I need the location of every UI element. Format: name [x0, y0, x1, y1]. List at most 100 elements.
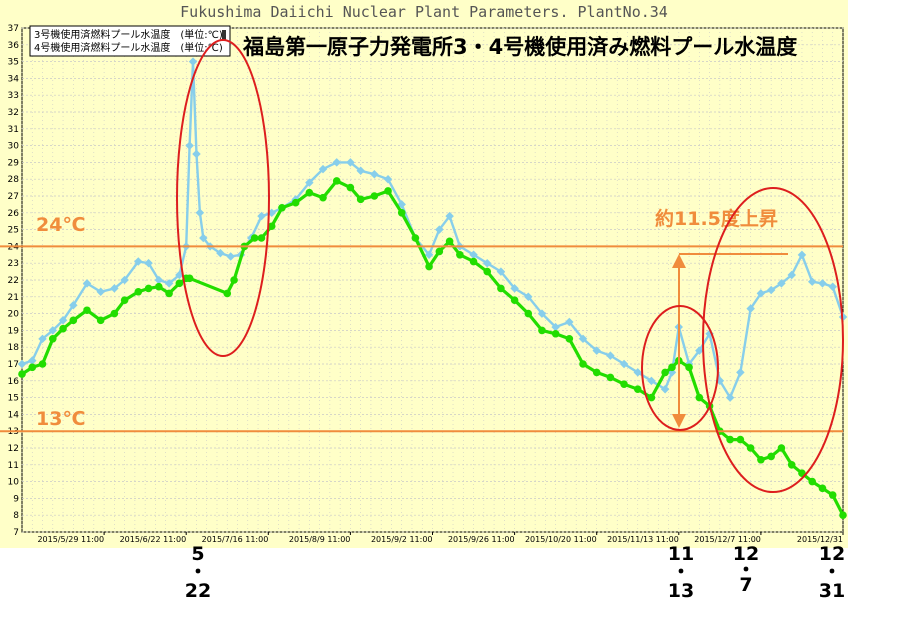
- data-point: [736, 435, 745, 444]
- data-point: [291, 198, 300, 207]
- headline: 福島第一原子力発電所3・4号機使用済み燃料プール水温度: [242, 35, 797, 59]
- data-point: [120, 296, 129, 304]
- x-tick-label: 2015/9/26 11:00: [448, 535, 515, 544]
- data-point: [18, 370, 26, 378]
- data-point: [695, 346, 704, 355]
- data-point: [592, 346, 601, 355]
- series-unit3: [17, 57, 848, 402]
- y-tick-label: 23: [8, 259, 19, 269]
- y-tick-label: 29: [8, 158, 20, 168]
- x-tick-label: 2015/7/16 11:00: [202, 535, 269, 544]
- y-tick-label: 35: [8, 58, 19, 68]
- data-point: [483, 267, 492, 276]
- y-tick-label: 17: [8, 360, 19, 370]
- data-point: [661, 368, 669, 377]
- highlight-circle-nov: [641, 305, 719, 431]
- data-point: [726, 435, 734, 444]
- y-tick-label: 30: [8, 142, 20, 152]
- data-point: [807, 277, 817, 286]
- data-point: [319, 193, 327, 202]
- y-tick-label: 21: [8, 293, 19, 303]
- date-label-bottom: 31: [819, 580, 845, 602]
- date-label-top: 12: [819, 543, 845, 565]
- legend-entry-unit4: 4号機使用済燃料プール水温度 (単位:℃): [34, 41, 223, 54]
- data-point: [767, 452, 775, 461]
- y-tick-label: 33: [8, 91, 19, 101]
- data-point: [318, 164, 328, 174]
- y-tick-label: 37: [8, 24, 19, 34]
- data-point: [59, 324, 67, 333]
- data-point: [510, 284, 519, 293]
- data-point: [538, 326, 546, 335]
- data-point: [305, 178, 314, 187]
- data-point: [411, 234, 420, 242]
- x-tick-label: 2015/10/20 11:00: [525, 535, 597, 544]
- x-axis: 2015/5/29 11:00 2015/6/22 11:00 2015/7/16 …: [37, 532, 844, 544]
- data-point: [384, 187, 392, 195]
- highlight-circle-may-jun: [176, 39, 270, 357]
- data-point: [746, 304, 755, 313]
- data-point: [746, 444, 755, 452]
- y-tick-label: 7: [13, 528, 19, 538]
- data-point: [195, 208, 205, 218]
- data-point: [828, 282, 837, 291]
- data-point: [332, 177, 341, 185]
- x-tick-label: 2015/12/7 11:00: [694, 535, 761, 544]
- data-point: [565, 335, 574, 343]
- data-point: [787, 461, 796, 469]
- data-point: [250, 234, 259, 242]
- highlight-circles: [176, 39, 844, 493]
- data-point: [185, 274, 194, 283]
- date-label-dot: ・: [671, 561, 690, 583]
- y-tick-label: 26: [8, 209, 20, 219]
- legend: 3号機使用済燃料プール水温度 (単位:℃) 4号機使用済燃料プール水温度 (単位…: [29, 25, 231, 57]
- line-13-label: 13℃: [36, 408, 85, 430]
- data-point: [216, 248, 225, 258]
- data-point: [551, 329, 560, 338]
- data-point: [144, 284, 153, 293]
- x-tick-label: 2015/9/2 11:00: [371, 535, 433, 544]
- x-tick-label: 2015/8/9 11:00: [289, 535, 351, 544]
- y-tick-label: 25: [8, 226, 19, 236]
- y-tick-label: 12: [8, 444, 19, 454]
- data-point: [497, 284, 505, 293]
- data-point: [96, 316, 105, 325]
- data-point: [38, 360, 47, 368]
- data-point: [818, 484, 827, 493]
- data-point: [346, 183, 355, 192]
- data-point: [510, 296, 519, 304]
- data-point: [787, 270, 796, 280]
- y-tick-label: 19: [8, 326, 20, 336]
- y-tick-label: 18: [8, 343, 20, 353]
- data-point: [192, 149, 201, 159]
- data-point: [606, 373, 615, 382]
- data-point: [551, 322, 560, 332]
- date-label-dot: ・: [822, 561, 841, 583]
- legend-scroll-marker: [222, 30, 226, 40]
- data-point: [230, 276, 238, 284]
- data-point: [695, 393, 704, 402]
- data-point: [48, 335, 57, 343]
- y-tick-label: 15: [8, 394, 19, 404]
- data-point: [777, 444, 786, 452]
- data-point: [110, 309, 119, 318]
- date-labels: 5 ・ 22 11 ・ 13 12 ・ 7 12 ・ 31: [185, 543, 845, 602]
- data-point: [58, 316, 68, 325]
- date-label-dot: ・: [188, 561, 207, 583]
- data-point: [685, 363, 693, 372]
- data-point: [424, 250, 434, 260]
- y-tick-label: 8: [13, 511, 19, 521]
- legend-entry-unit3: 3号機使用済燃料プール水温度 (単位:℃): [34, 28, 223, 41]
- y-tick-label: 10: [8, 478, 20, 488]
- date-label-top: 11: [668, 543, 694, 565]
- data-point: [164, 279, 174, 288]
- data-point: [144, 258, 153, 268]
- date-label-bottom: 7: [739, 574, 752, 596]
- data-point: [69, 300, 78, 310]
- data-point: [445, 237, 454, 246]
- rise-arrow-head-bottom: [672, 414, 686, 428]
- y-tick-label: 11: [8, 461, 19, 471]
- data-point: [305, 188, 314, 197]
- data-point: [647, 393, 656, 402]
